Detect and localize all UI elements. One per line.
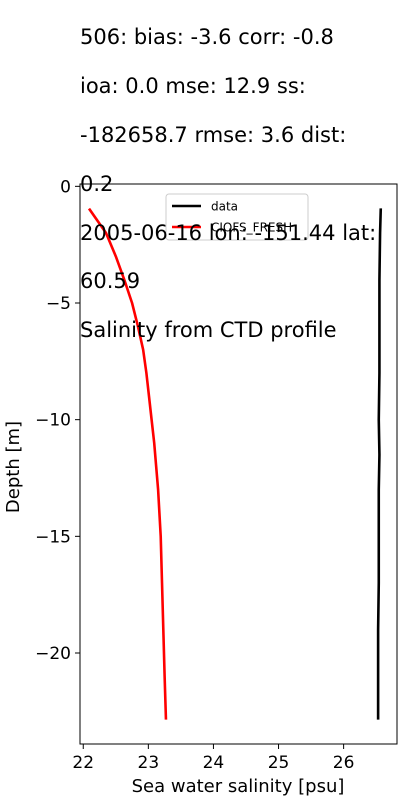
x-tick-label: 25: [268, 753, 290, 773]
legend-box: [165, 193, 309, 241]
series-line-data: [376, 208, 383, 720]
title-line: 2005-06-16 lon: -151.44 lat:: [80, 220, 377, 245]
x-tick-label: 26: [333, 753, 355, 773]
title-line: ioa: 0.0 mse: 12.9 ss:: [80, 74, 306, 99]
y-tick-label: −5: [46, 294, 71, 314]
title-line: 506: bias: -3.6 corr: -0.8: [80, 25, 334, 50]
x-tick-label: 23: [138, 753, 160, 773]
series-line-ciofs-fresh: [87, 207, 168, 720]
title-line: Salinity from CTD profile: [80, 318, 337, 343]
y-tick-label: −10: [35, 411, 71, 431]
title-line: -182658.7 rmse: 3.6 dist:: [80, 123, 347, 148]
plot-frame: [79, 183, 398, 745]
x-tick-label: 22: [72, 753, 94, 773]
x-axis-label: Sea water salinity [psu]: [132, 776, 345, 797]
y-tick-label: −15: [35, 527, 71, 547]
legend-label: data: [211, 200, 238, 214]
y-tick-label: −20: [35, 644, 71, 664]
title-line: 60.59: [80, 269, 141, 294]
x-tick-label: 24: [203, 753, 225, 773]
y-axis-label: Depth [m]: [3, 421, 24, 513]
axes-layer: 22 23 24 25 26 0 −5 −10 −15 −20: [35, 177, 398, 773]
legend-label: CIOFS_FRESH: [211, 221, 292, 235]
plot-layer: [87, 207, 383, 720]
y-tick-label: 0: [60, 177, 71, 197]
title-line: 0.2: [80, 171, 114, 196]
legend: data CIOFS_FRESH: [165, 193, 309, 241]
chart-title: 506: bias: -3.6 corr: -0.8 ioa: 0.0 mse:…: [80, 1, 398, 367]
